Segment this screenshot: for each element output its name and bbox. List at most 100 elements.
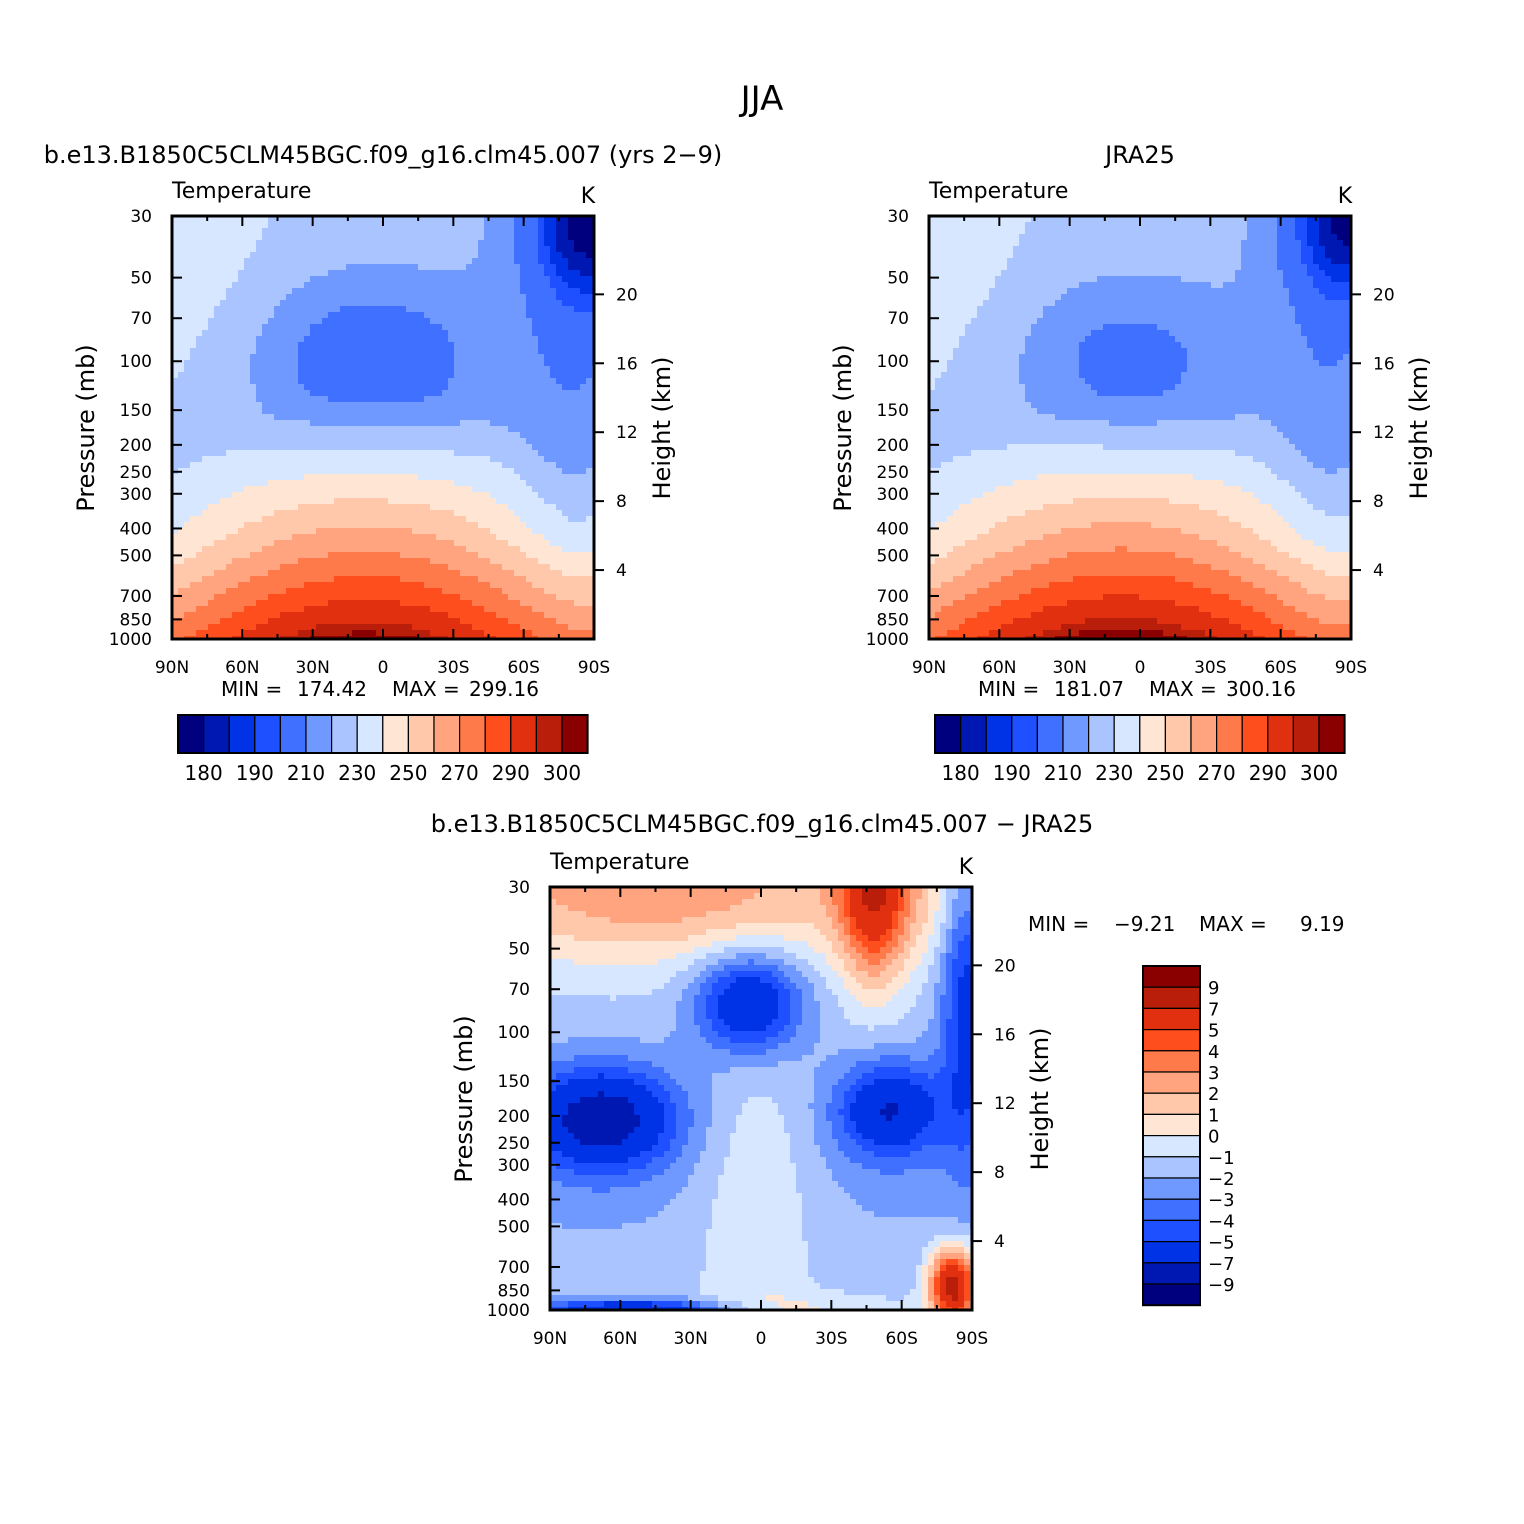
height-tick-label: 8	[994, 1163, 1005, 1183]
contour-cell	[754, 893, 821, 900]
y-tick-label: 150	[498, 1072, 530, 1092]
contour-cell	[958, 887, 973, 894]
contour-cell	[550, 953, 677, 960]
contour-cell	[1283, 516, 1352, 523]
contour-cell	[430, 606, 485, 613]
contour-cell	[520, 288, 557, 295]
contour-cell	[796, 983, 815, 990]
contour-cell	[568, 222, 595, 229]
panel-model-units: K	[581, 184, 596, 209]
contour-cell	[640, 1151, 665, 1158]
contour-cell	[694, 1019, 713, 1026]
contour-cell	[898, 1109, 935, 1116]
contour-cell	[964, 1247, 971, 1254]
contour-cell	[1211, 564, 1266, 571]
contour-cell	[832, 941, 845, 948]
contour-cell	[652, 1157, 677, 1164]
contour-cell	[550, 372, 593, 379]
y-tick-label: 700	[498, 1258, 530, 1278]
contour-cell	[1283, 270, 1308, 277]
contour-cell	[172, 510, 203, 517]
contour-cell	[310, 324, 443, 331]
contour-cell	[664, 1037, 707, 1044]
contour-cell	[940, 1265, 947, 1272]
contour-cell	[784, 947, 815, 954]
contour-cell	[940, 1037, 947, 1044]
contour-cell	[172, 522, 185, 529]
contour-cell	[928, 1295, 935, 1302]
contour-cell	[1079, 360, 1188, 367]
contour-cell	[929, 438, 1290, 445]
height-tick-label: 16	[616, 354, 638, 374]
contour-cell	[244, 606, 305, 613]
contour-cell	[268, 618, 461, 625]
contour-cell	[718, 1007, 779, 1014]
contour-cell	[934, 1049, 947, 1056]
contour-cell	[922, 1277, 929, 1284]
contour-cell	[730, 1049, 767, 1056]
contour-cell	[874, 1067, 911, 1074]
contour-cell	[929, 342, 960, 349]
contour-cell	[538, 222, 545, 229]
contour-cell	[929, 324, 966, 331]
contour-cell	[256, 348, 299, 355]
y-tick-label: 100	[120, 352, 152, 372]
contour-cell	[1181, 342, 1308, 349]
contour-cell	[1259, 498, 1308, 505]
contour-cell	[1229, 516, 1284, 523]
contour-cell	[1175, 336, 1308, 343]
contour-cell	[1043, 630, 1080, 637]
contour-cell	[868, 905, 881, 912]
contour-cell	[508, 594, 557, 601]
contour-cell	[790, 1037, 821, 1044]
panel-diff-min-label: MIN =	[1028, 912, 1089, 936]
y-tick-label: 30	[130, 207, 152, 227]
contour-cell	[1001, 624, 1062, 631]
contour-cell	[964, 1109, 973, 1116]
contour-cell	[736, 977, 761, 984]
contour-cell	[268, 594, 461, 601]
contour-cell	[1043, 306, 1296, 313]
contour-cell	[946, 1265, 959, 1272]
panel-obs-axes: 90N 60N 30N 0 30S 60S 90S305070100150200250300…	[866, 207, 1395, 678]
contour-cell	[832, 989, 851, 996]
contour-cell	[946, 977, 953, 984]
contour-cell	[688, 1133, 707, 1140]
contour-cell	[929, 216, 1032, 223]
contour-cell	[682, 1085, 713, 1092]
x-tick-label: 60S	[507, 658, 539, 678]
contour-cell	[766, 1025, 785, 1032]
contour-cell	[712, 989, 725, 996]
contour-cell	[472, 258, 515, 265]
contour-cell	[1307, 588, 1352, 595]
contour-cell	[226, 450, 455, 457]
contour-cell	[929, 288, 990, 295]
contour-cell	[580, 288, 595, 295]
contour-cell	[940, 1283, 947, 1290]
contour-cell	[928, 971, 941, 978]
contour-cell	[328, 552, 401, 559]
contour-cell	[916, 1001, 935, 1008]
contour-cell	[664, 1127, 677, 1134]
contour-cell	[940, 977, 947, 984]
contour-cell	[472, 600, 521, 607]
contour-cell	[550, 1145, 653, 1152]
contour-cell	[808, 1103, 827, 1110]
contour-cell	[1331, 216, 1352, 223]
contour-cell	[958, 1067, 973, 1074]
contour-cell	[616, 995, 683, 1002]
contour-cell	[1301, 558, 1352, 565]
contour-cell	[730, 1145, 791, 1152]
contour-cell	[904, 959, 923, 966]
height-tick-label: 8	[1373, 492, 1384, 512]
y-tick-label: 30	[508, 878, 530, 898]
colorbar-swatch	[1142, 1028, 1201, 1052]
contour-cell	[940, 1253, 965, 1260]
contour-cell	[934, 1283, 941, 1290]
contour-cell	[929, 396, 1026, 403]
contour-cell	[934, 983, 947, 990]
contour-cell	[1181, 372, 1352, 379]
contour-cell	[424, 312, 527, 319]
contour-cell	[502, 462, 557, 469]
contour-cell	[1289, 552, 1352, 559]
